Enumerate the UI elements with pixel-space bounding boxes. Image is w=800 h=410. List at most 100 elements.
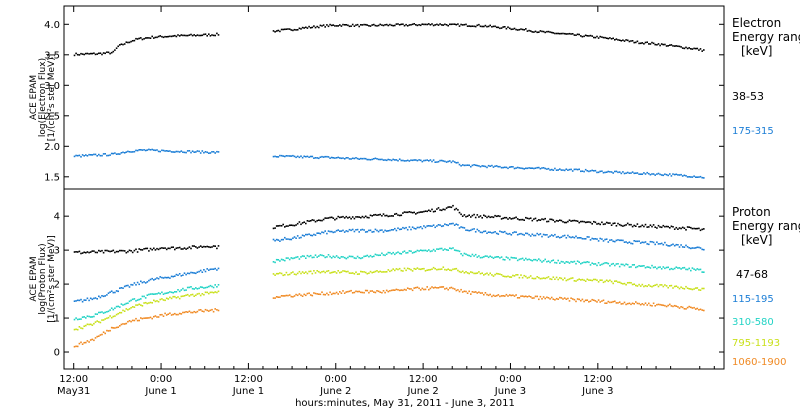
electron-data-point	[209, 152, 212, 154]
proton-data-point	[288, 224, 291, 227]
proton-data-point	[373, 255, 375, 258]
electron-data-point	[274, 31, 276, 33]
proton-data-point	[385, 253, 388, 255]
electron-data-point	[106, 51, 108, 53]
electron-data-point	[162, 149, 165, 152]
electron-data-point	[628, 172, 631, 174]
electron-data-point	[149, 149, 152, 151]
proton-data-point	[161, 276, 163, 279]
electron-data-point	[612, 37, 614, 40]
electron-data-point	[280, 28, 283, 31]
electron-data-point	[466, 164, 469, 166]
electron-data-point	[211, 34, 213, 36]
electron-data-point	[104, 153, 106, 155]
electron-data-point	[463, 23, 466, 26]
proton-data-point	[165, 248, 168, 251]
proton-data-point	[149, 247, 152, 250]
proton-data-point	[652, 266, 655, 269]
proton-data-point	[534, 258, 537, 261]
proton-data-point	[374, 291, 377, 294]
proton-data-point	[588, 221, 590, 223]
proton-data-point	[461, 270, 464, 273]
proton-data-point	[81, 252, 84, 254]
proton-data-point	[460, 271, 462, 274]
electron-data-point	[345, 24, 348, 26]
proton-data-point	[130, 307, 132, 309]
proton-data-point	[101, 319, 103, 321]
electron-data-point	[601, 36, 603, 38]
proton-data-point	[309, 254, 312, 257]
electron-data-point	[313, 157, 315, 159]
proton-data-point	[612, 300, 614, 303]
proton-data-point	[701, 228, 703, 231]
proton-data-point	[533, 277, 535, 280]
electron-data-point	[148, 148, 150, 151]
electron-data-point	[623, 172, 626, 175]
proton-data-point	[369, 270, 372, 273]
electron-data-point	[664, 43, 666, 46]
proton-data-point	[411, 252, 414, 254]
proton-legend-title-2: Energy range	[732, 219, 800, 233]
proton-data-point	[212, 310, 215, 313]
proton-data-point	[664, 225, 666, 228]
proton-data-point	[326, 270, 328, 273]
electron-data-point	[127, 150, 129, 153]
proton-data-point	[196, 271, 199, 273]
proton-data-point	[389, 290, 391, 292]
electron-data-point	[507, 26, 509, 28]
proton-data-point	[461, 254, 464, 257]
proton-data-point	[502, 217, 504, 220]
proton-data-point	[439, 209, 441, 211]
proton-data-point	[536, 259, 538, 262]
electron-data-point	[662, 174, 665, 177]
proton-data-point	[437, 224, 440, 226]
proton-data-point	[329, 272, 331, 274]
proton-data-point	[452, 247, 454, 249]
proton-data-point	[701, 271, 703, 273]
proton-data-point	[322, 218, 325, 221]
proton-data-point	[507, 233, 509, 235]
proton-data-point	[468, 214, 470, 216]
proton-data-point	[319, 219, 322, 222]
proton-data-point	[204, 291, 207, 294]
electron-data-point	[376, 158, 378, 160]
proton-data-point	[164, 247, 166, 249]
electron-data-point	[413, 23, 415, 25]
proton-data-point	[327, 254, 330, 256]
proton-data-point	[280, 295, 283, 297]
proton-data-point	[303, 255, 305, 258]
proton-data-point	[384, 271, 386, 273]
proton-data-point	[499, 257, 501, 259]
proton-data-point	[382, 231, 385, 233]
proton-data-point	[300, 272, 302, 275]
proton-data-point	[182, 311, 184, 314]
proton-data-point	[593, 220, 595, 223]
electron-data-point	[190, 151, 192, 154]
proton-data-point	[500, 274, 503, 276]
proton-data-point	[515, 231, 517, 233]
proton-data-point	[426, 250, 428, 252]
electron-data-point	[330, 156, 333, 159]
proton-data-point	[410, 228, 412, 231]
proton-data-point	[292, 296, 294, 298]
proton-data-point	[110, 250, 113, 252]
proton-data-point	[398, 214, 401, 217]
electron-data-point	[350, 158, 352, 160]
proton-data-point	[290, 257, 293, 259]
proton-data-point	[500, 256, 503, 258]
proton-data-point	[494, 273, 496, 276]
proton-data-point	[390, 253, 393, 255]
proton-data-point	[426, 286, 428, 288]
proton-data-point	[554, 278, 556, 280]
proton-data-point	[690, 306, 692, 309]
electron-data-point	[369, 25, 372, 27]
electron-data-point	[510, 28, 513, 31]
proton-data-point	[529, 235, 532, 237]
proton-data-point	[117, 290, 119, 293]
proton-data-point	[578, 261, 580, 263]
proton-data-point	[198, 287, 200, 290]
electron-data-point	[495, 26, 498, 29]
electron-data-point	[439, 159, 441, 162]
proton-data-point	[130, 299, 132, 302]
proton-data-point	[559, 296, 561, 299]
